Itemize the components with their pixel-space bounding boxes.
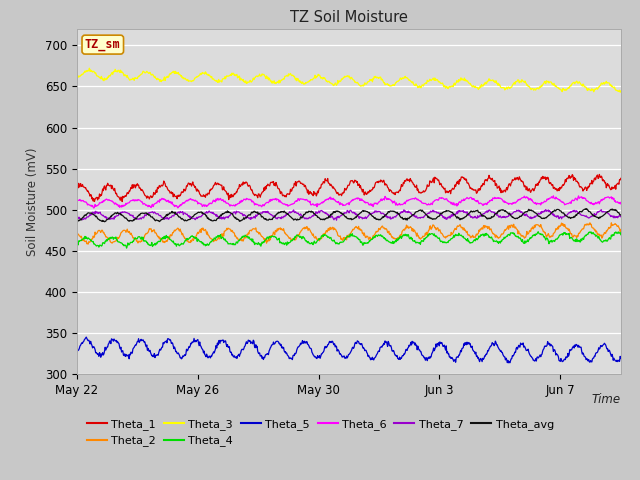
Theta_avg — [93, 213, 100, 219]
Theta_5 — [506, 360, 514, 366]
Theta_1 — [73, 187, 81, 193]
Theta_4 — [202, 243, 209, 249]
Theta_2 — [617, 227, 625, 233]
Theta_7 — [300, 215, 308, 220]
Legend: Theta_1, Theta_2, Theta_3, Theta_4, Theta_5, Theta_6, Theta_7, Theta_avg: Theta_1, Theta_2, Theta_3, Theta_4, Thet… — [83, 415, 559, 451]
Theta_4 — [93, 243, 100, 249]
Theta_7 — [73, 213, 81, 218]
Theta_6 — [73, 198, 81, 204]
Theta_3 — [73, 75, 81, 81]
Theta_6 — [301, 197, 308, 203]
Theta_avg — [73, 219, 81, 225]
Theta_6 — [202, 202, 209, 208]
Theta_7 — [271, 213, 278, 219]
Line: Theta_3: Theta_3 — [77, 68, 621, 92]
Theta_4 — [382, 236, 390, 241]
Theta_6 — [382, 195, 390, 201]
Theta_3 — [93, 73, 101, 79]
Theta_avg — [583, 206, 591, 212]
Theta_2 — [84, 241, 92, 247]
Y-axis label: Soil Moisture (mV): Soil Moisture (mV) — [26, 147, 39, 256]
Theta_3 — [202, 69, 209, 75]
Theta_1 — [617, 176, 625, 181]
Theta_3 — [271, 80, 279, 86]
Theta_4 — [617, 232, 625, 238]
Theta_1 — [271, 183, 279, 189]
Theta_6 — [93, 203, 101, 208]
Theta_4 — [271, 235, 279, 240]
Text: TZ_sm: TZ_sm — [85, 38, 120, 51]
Theta_3 — [617, 88, 625, 94]
Theta_2 — [93, 230, 101, 236]
Theta_7 — [382, 212, 390, 218]
Theta_1 — [513, 176, 520, 182]
Theta_2 — [73, 229, 81, 235]
Theta_5 — [93, 350, 101, 356]
Theta_2 — [513, 227, 520, 232]
Theta_6 — [550, 193, 557, 199]
Theta_2 — [382, 226, 390, 231]
Theta_7 — [93, 209, 100, 215]
Theta_4 — [73, 242, 81, 248]
Theta_4 — [534, 229, 542, 235]
Theta_avg — [271, 214, 278, 220]
Line: Theta_2: Theta_2 — [77, 223, 621, 244]
Theta_2 — [202, 227, 209, 232]
Theta_4 — [301, 235, 308, 241]
Theta_7 — [333, 217, 340, 223]
Theta_1 — [596, 171, 604, 177]
Line: Theta_7: Theta_7 — [77, 210, 621, 220]
Line: Theta_6: Theta_6 — [77, 196, 621, 208]
Theta_6 — [617, 201, 625, 207]
Text: Time: Time — [591, 394, 621, 407]
Line: Theta_5: Theta_5 — [77, 337, 621, 363]
Theta_5 — [617, 356, 625, 361]
Theta_3 — [513, 79, 520, 84]
Theta_1 — [118, 199, 126, 204]
Theta_5 — [301, 338, 308, 344]
Line: Theta_1: Theta_1 — [77, 174, 621, 202]
Theta_avg — [201, 211, 209, 217]
Theta_5 — [83, 334, 90, 340]
Theta_7 — [513, 207, 520, 213]
Theta_6 — [271, 196, 279, 202]
Line: Theta_avg: Theta_avg — [77, 209, 621, 222]
Theta_3 — [616, 89, 624, 95]
Line: Theta_4: Theta_4 — [77, 232, 621, 248]
Theta_3 — [301, 81, 308, 86]
Theta_5 — [271, 340, 279, 346]
Theta_4 — [123, 245, 131, 251]
Theta_1 — [202, 194, 209, 200]
Theta_2 — [586, 220, 594, 226]
Theta_1 — [382, 181, 390, 187]
Theta_2 — [301, 226, 308, 232]
Theta_1 — [93, 195, 100, 201]
Theta_5 — [382, 339, 390, 345]
Theta_7 — [201, 210, 209, 216]
Theta_3 — [382, 81, 390, 87]
Theta_5 — [73, 349, 81, 355]
Theta_avg — [381, 212, 389, 217]
Theta_7 — [617, 214, 625, 220]
Theta_4 — [513, 234, 520, 240]
Theta_avg — [617, 212, 625, 218]
Theta_5 — [513, 346, 521, 352]
Theta_avg — [513, 215, 520, 221]
Theta_avg — [300, 212, 308, 217]
Theta_2 — [271, 228, 279, 233]
Theta_6 — [90, 205, 98, 211]
Theta_7 — [542, 207, 550, 213]
Theta_6 — [513, 198, 520, 204]
Theta_1 — [301, 184, 308, 190]
Theta_3 — [86, 65, 93, 71]
Theta_5 — [202, 352, 209, 358]
Title: TZ Soil Moisture: TZ Soil Moisture — [290, 10, 408, 25]
